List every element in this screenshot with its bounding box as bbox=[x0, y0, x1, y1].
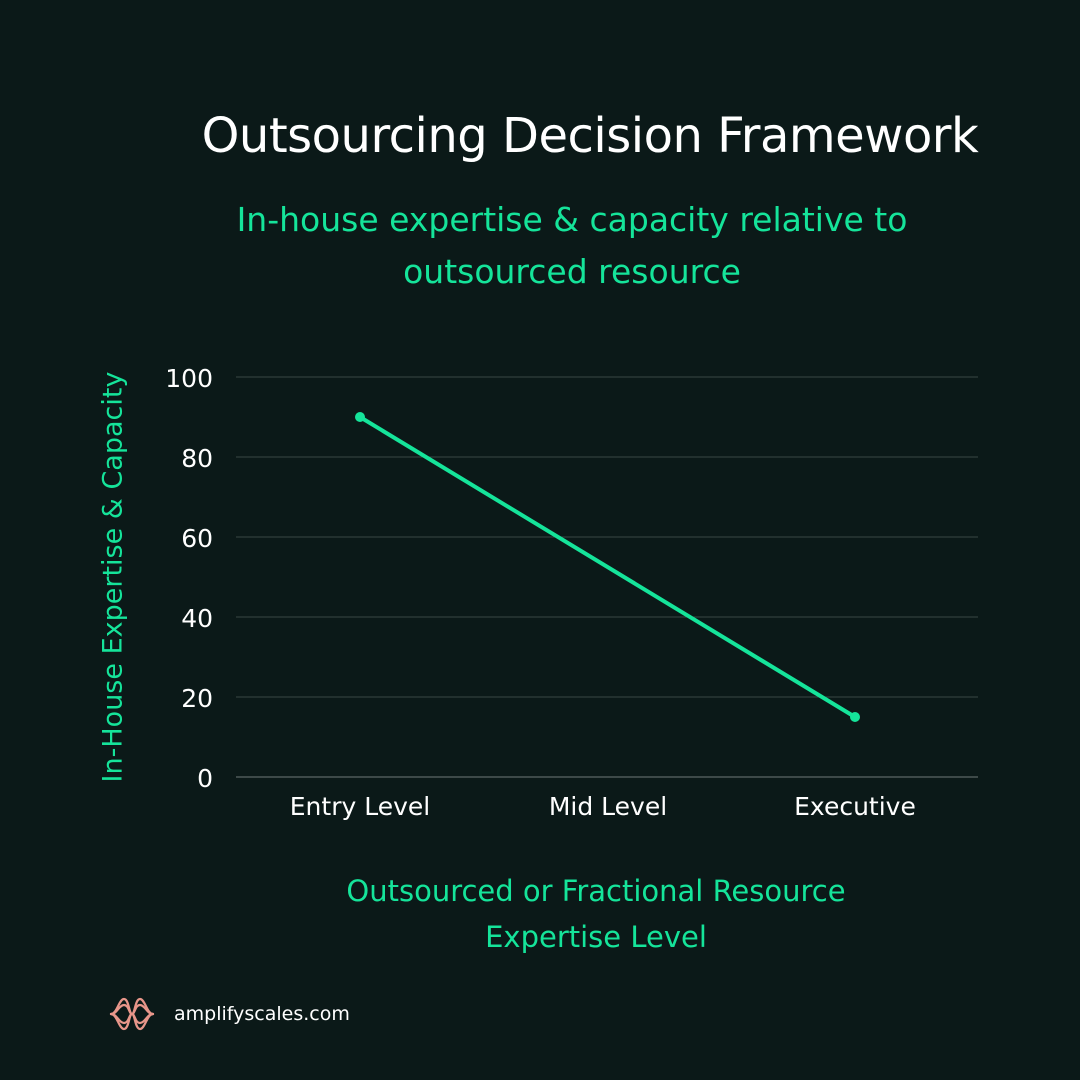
subtitle-line-2: outsourced resource bbox=[403, 252, 741, 291]
y-tick-label-0: 0 bbox=[197, 764, 213, 793]
y-tick-label-20: 20 bbox=[181, 684, 213, 713]
chart-subtitle: In-house expertise & capacity relative t… bbox=[120, 194, 1024, 298]
x-axis-label-line-1: Outsourced or Fractional Resource bbox=[346, 874, 846, 908]
subtitle-line-1: In-house expertise & capacity relative t… bbox=[236, 200, 908, 239]
x-tick-label-mid-level: Mid Level bbox=[549, 792, 667, 821]
footer-site-link[interactable]: amplifyscales.com bbox=[174, 1003, 350, 1025]
series-line-0 bbox=[358, 415, 857, 719]
page-title: Outsourcing Decision Framework bbox=[201, 108, 979, 164]
y-tick-label-40: 40 bbox=[181, 604, 213, 633]
y-tick-label-80: 80 bbox=[181, 444, 213, 473]
x-tick-label-executive: Executive bbox=[794, 792, 916, 821]
x-axis-label: Outsourced or Fractional Resource Expert… bbox=[246, 868, 946, 960]
data-point-entry-level bbox=[355, 412, 365, 422]
y-tick-label-100: 100 bbox=[165, 364, 213, 393]
data-point-executive bbox=[850, 712, 860, 722]
amplify-wave-logo-icon bbox=[109, 997, 155, 1031]
footer: amplifyscales.com bbox=[108, 994, 350, 1034]
x-tick-label-entry-level: Entry Level bbox=[290, 792, 430, 821]
x-axis-label-line-2: Expertise Level bbox=[485, 920, 707, 954]
y-tick-label-60: 60 bbox=[181, 524, 213, 553]
